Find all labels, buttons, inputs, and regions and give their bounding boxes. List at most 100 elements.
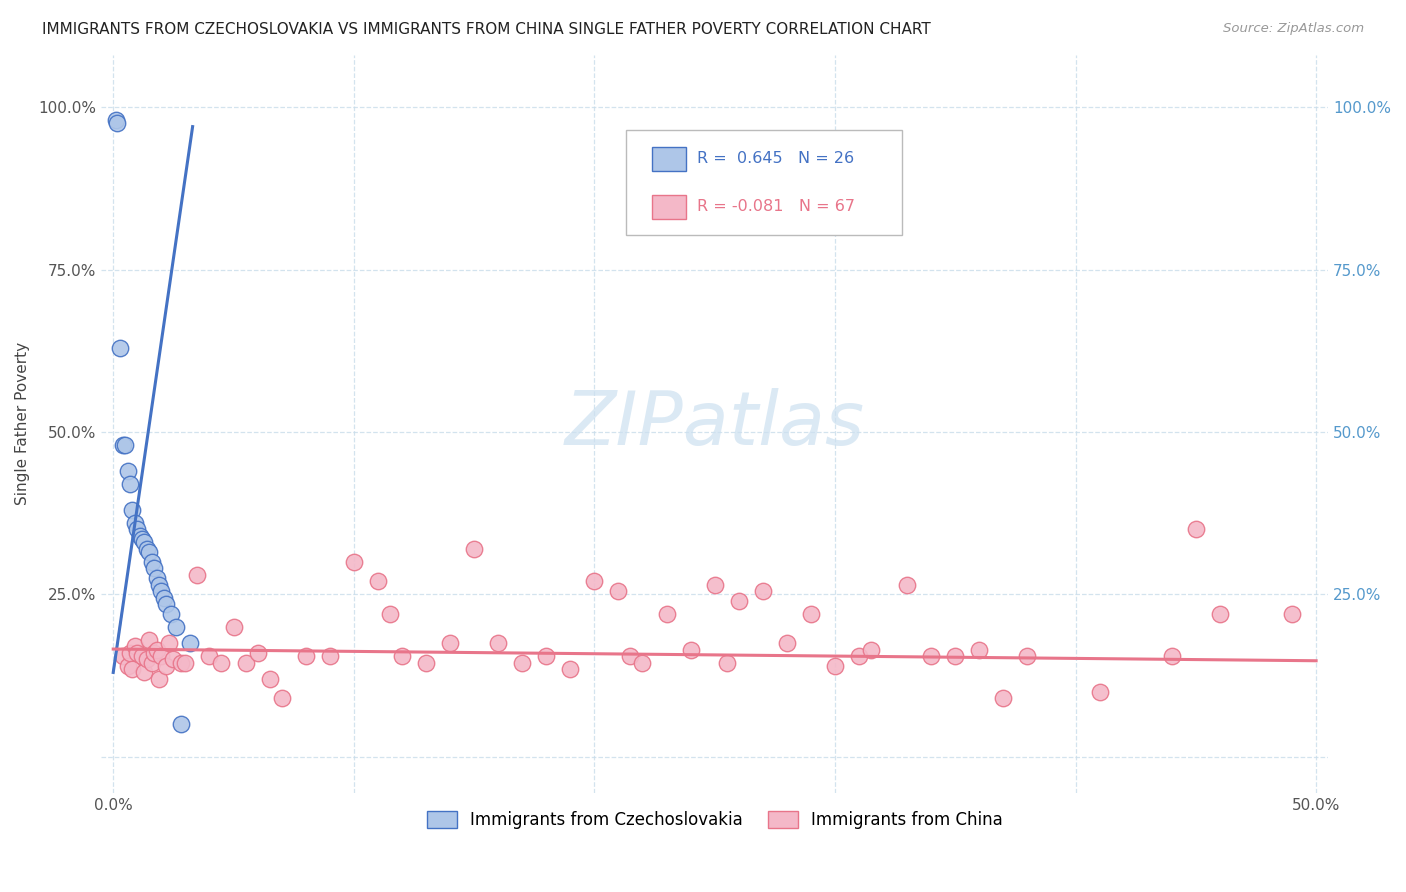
Point: [114, 438, 136, 452]
Point: [169, 656, 191, 670]
Point: [631, 656, 654, 670]
Point: [294, 649, 316, 664]
Point: [157, 636, 180, 650]
Point: [222, 620, 245, 634]
Point: [124, 516, 146, 530]
Point: [143, 561, 166, 575]
Point: [259, 672, 281, 686]
Point: [160, 607, 183, 621]
Point: [141, 656, 163, 670]
Point: [510, 656, 533, 670]
Text: IMMIGRANTS FROM CZECHOSLOVAKIA VS IMMIGRANTS FROM CHINA SINGLE FATHER POVERTY CO: IMMIGRANTS FROM CZECHOSLOVAKIA VS IMMIGR…: [42, 22, 931, 37]
Point: [727, 594, 749, 608]
Point: [134, 535, 156, 549]
Point: [150, 649, 173, 664]
Point: [120, 646, 142, 660]
Point: [145, 571, 167, 585]
Point: [110, 341, 132, 355]
Point: [120, 477, 142, 491]
Point: [752, 584, 775, 599]
Text: R = -0.081   N = 67: R = -0.081 N = 67: [697, 199, 855, 214]
Point: [270, 691, 292, 706]
Point: [138, 545, 160, 559]
Point: [378, 607, 401, 621]
Point: [969, 642, 991, 657]
Point: [148, 578, 170, 592]
Point: [117, 464, 139, 478]
Point: [716, 656, 738, 670]
Text: R =  0.645   N = 26: R = 0.645 N = 26: [697, 151, 853, 166]
Point: [319, 649, 342, 664]
Point: [128, 529, 150, 543]
Text: ZIPatlas: ZIPatlas: [565, 388, 865, 460]
Point: [165, 620, 187, 634]
Point: [679, 642, 702, 657]
Point: [117, 659, 139, 673]
Point: [131, 533, 153, 547]
Point: [211, 656, 233, 670]
Point: [246, 646, 269, 660]
Point: [104, 113, 127, 128]
Point: [824, 659, 846, 673]
Point: [655, 607, 678, 621]
Point: [1160, 649, 1182, 664]
Text: Source: ZipAtlas.com: Source: ZipAtlas.com: [1223, 22, 1364, 36]
Point: [560, 662, 582, 676]
Point: [1017, 649, 1039, 664]
Point: [131, 649, 153, 664]
Point: [391, 649, 413, 664]
Point: [415, 656, 437, 670]
Point: [1185, 523, 1208, 537]
Point: [105, 116, 128, 130]
Legend: Immigrants from Czechoslovakia, Immigrants from China: Immigrants from Czechoslovakia, Immigran…: [420, 805, 1010, 836]
Point: [186, 568, 208, 582]
Point: [121, 503, 143, 517]
Point: [127, 523, 149, 537]
Point: [135, 541, 157, 556]
Point: [439, 636, 461, 650]
Point: [703, 578, 725, 592]
Point: [235, 656, 257, 670]
Point: [619, 649, 641, 664]
Point: [174, 656, 197, 670]
Point: [134, 665, 156, 680]
Point: [169, 717, 191, 731]
Point: [463, 541, 485, 556]
Point: [367, 574, 389, 589]
Point: [179, 636, 201, 650]
Point: [121, 662, 143, 676]
Point: [800, 607, 823, 621]
Point: [152, 591, 174, 605]
Point: [111, 649, 134, 664]
Point: [145, 642, 167, 657]
Y-axis label: Single Father Poverty: Single Father Poverty: [15, 343, 30, 506]
Point: [896, 578, 918, 592]
Point: [1088, 685, 1111, 699]
Point: [141, 555, 163, 569]
Point: [155, 659, 177, 673]
Point: [920, 649, 942, 664]
Point: [150, 584, 173, 599]
Point: [148, 672, 170, 686]
Point: [486, 636, 509, 650]
Point: [848, 649, 870, 664]
Point: [162, 652, 184, 666]
Point: [583, 574, 606, 589]
Point: [138, 632, 160, 647]
Point: [111, 438, 134, 452]
Point: [993, 691, 1015, 706]
Point: [536, 649, 558, 664]
Point: [1281, 607, 1303, 621]
Point: [124, 640, 146, 654]
Point: [135, 652, 157, 666]
Point: [860, 642, 883, 657]
Point: [143, 646, 166, 660]
Point: [198, 649, 221, 664]
Point: [127, 646, 149, 660]
Point: [776, 636, 799, 650]
Point: [943, 649, 966, 664]
Point: [343, 555, 366, 569]
Point: [607, 584, 630, 599]
Point: [155, 597, 177, 611]
Point: [1209, 607, 1232, 621]
